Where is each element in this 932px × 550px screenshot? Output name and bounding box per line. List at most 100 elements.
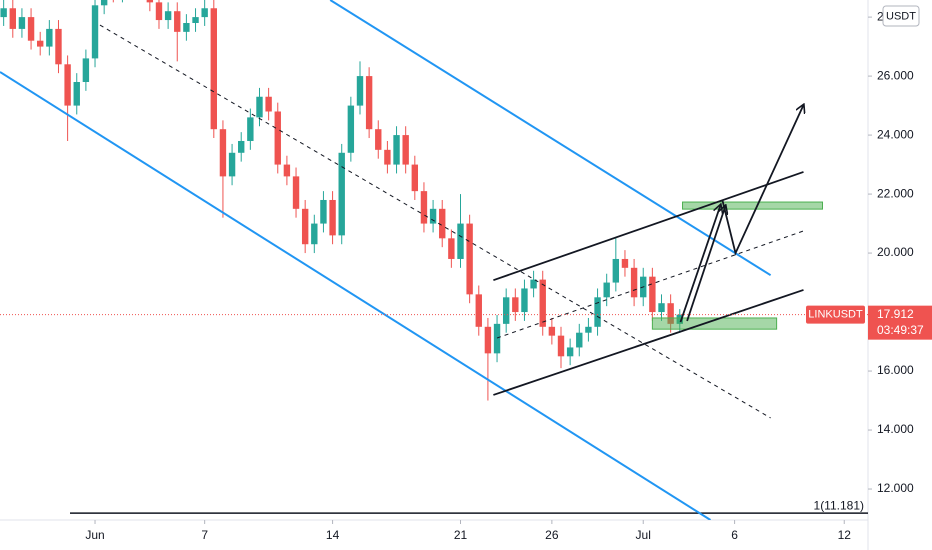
arrow — [721, 105, 803, 256]
candle-body — [356, 76, 364, 106]
x-tick-label: 6 — [731, 528, 738, 542]
candle-body — [183, 23, 190, 32]
x-tick-label: Jun — [85, 528, 104, 542]
candle-body — [292, 176, 300, 209]
candle-body — [502, 297, 510, 324]
x-tick-label: 21 — [454, 528, 468, 542]
candle-body — [493, 323, 501, 354]
candle-body — [55, 28, 62, 65]
candle-body — [174, 11, 181, 32]
candle-body — [247, 117, 254, 141]
symbol-badge — [806, 305, 865, 324]
candle-body — [512, 297, 519, 313]
y-tick-label: 26.000 — [877, 68, 914, 82]
candle-body — [658, 303, 665, 313]
candle-body — [585, 326, 592, 333]
x-tick-label: 14 — [326, 528, 340, 542]
trend-line — [496, 230, 804, 339]
candle-body — [393, 135, 400, 165]
last-price-label: 17.912 — [877, 307, 914, 321]
symbol-label: LINKUSDT — [808, 309, 863, 321]
currency-label: USDT — [886, 10, 916, 22]
candle-body — [219, 129, 227, 177]
candle-body — [256, 96, 263, 118]
candle-body — [9, 8, 16, 29]
candle-body — [155, 2, 163, 21]
candle-body — [146, 0, 154, 3]
candle-body — [46, 28, 53, 47]
candle-body — [420, 191, 428, 224]
candle-body — [18, 17, 26, 29]
candle-body — [530, 279, 537, 289]
horizontal-line-label: 1(11.181) — [814, 498, 864, 512]
currency-badge — [882, 5, 920, 27]
candle-body — [402, 135, 409, 165]
zone — [651, 317, 778, 330]
trend-line — [493, 171, 804, 282]
candle-body — [548, 326, 556, 336]
candle-body — [539, 279, 546, 327]
candle-body — [37, 40, 44, 47]
candle-body — [448, 238, 455, 259]
y-tick-label: 24.000 — [877, 127, 914, 141]
candle-body — [621, 258, 629, 268]
price-badge — [868, 305, 932, 340]
candle-body — [384, 149, 391, 165]
trend-line — [329, 0, 772, 277]
y-tick-label: 14.000 — [877, 422, 914, 436]
candle-body — [375, 129, 382, 150]
candle-body — [329, 199, 336, 236]
y-tick-label: 20.000 — [877, 245, 914, 259]
trend-line — [99, 24, 771, 419]
candle-body — [64, 64, 71, 106]
candle-body — [210, 8, 217, 130]
candle-body — [475, 294, 482, 327]
candle-body — [0, 8, 7, 18]
candle-body — [484, 326, 492, 354]
candle-body — [164, 11, 172, 21]
candle-body — [274, 111, 281, 165]
candle-body — [347, 105, 355, 153]
candle-body — [82, 58, 90, 82]
candle-body — [192, 17, 199, 24]
x-tick-label: 7 — [201, 528, 208, 542]
candle-body — [283, 164, 291, 177]
candle-body — [667, 303, 674, 324]
candle-body — [576, 332, 583, 348]
candle-body — [91, 5, 99, 59]
trend-line — [0, 71, 712, 520]
trend-line — [493, 289, 804, 396]
candle-body — [365, 76, 373, 130]
x-tick-label: 26 — [545, 528, 559, 542]
candle-body — [238, 140, 245, 153]
candle-body — [27, 17, 35, 41]
y-tick-label: 16.000 — [877, 363, 914, 377]
candle-body — [201, 8, 208, 18]
x-tick-label: 12 — [838, 528, 852, 542]
candle-body — [301, 208, 309, 245]
arrow — [679, 205, 721, 323]
candle-body — [311, 223, 318, 245]
zone — [682, 201, 823, 210]
candle-body — [557, 335, 565, 357]
candle-body — [411, 164, 419, 192]
y-tick-label: 12.000 — [877, 481, 914, 495]
candle-body — [566, 347, 574, 357]
candle-body — [603, 282, 610, 298]
candle-body — [457, 223, 464, 259]
candle-body — [521, 288, 528, 313]
candle-body — [265, 96, 272, 112]
countdown: 03:49:37 — [877, 323, 924, 337]
candle-body — [429, 208, 437, 224]
candle-body — [439, 208, 446, 239]
x-tick-label: Jul — [636, 528, 651, 542]
candle-body — [228, 152, 236, 177]
candle-body — [630, 267, 638, 298]
arrow — [686, 206, 725, 322]
y-tick-label: 22.000 — [877, 186, 914, 200]
candle-body — [338, 152, 345, 236]
candle-body — [73, 81, 80, 106]
